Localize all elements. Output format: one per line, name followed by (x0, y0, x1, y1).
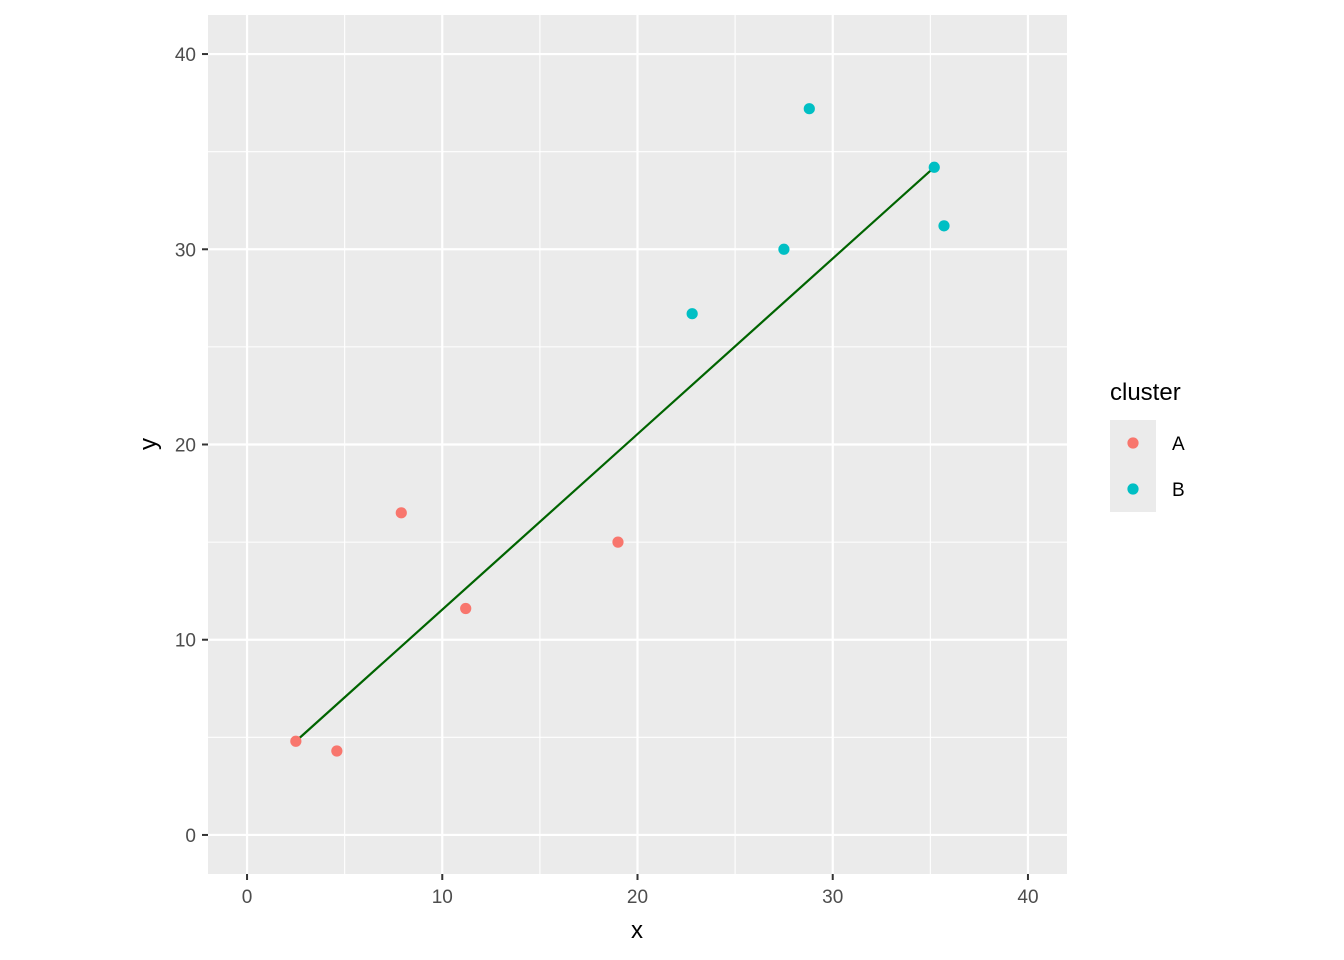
x-tick-label: 40 (1017, 887, 1038, 908)
x-axis: 0 10 20 30 40 (242, 874, 1039, 908)
point-A (460, 602, 472, 615)
point-B (803, 103, 815, 115)
x-tick-label: 20 (627, 887, 648, 908)
x-tick-label: 30 (822, 887, 843, 908)
y-axis-title: y (135, 438, 162, 450)
y-tick-label: 20 (175, 436, 196, 457)
trend-layer (295, 166, 935, 743)
legend: cluster A B (1110, 379, 1185, 512)
point-B (938, 220, 950, 232)
y-tick-label: 0 (185, 826, 196, 847)
y-axis: 0 10 20 30 40 (175, 45, 208, 847)
point-A (395, 507, 407, 519)
y-tick-label: 10 (175, 631, 196, 652)
legend-swatch-A (1127, 437, 1139, 449)
point-A (290, 735, 302, 747)
point-A (331, 745, 343, 757)
legend-title: cluster (1110, 379, 1181, 406)
legend-label-B: B (1172, 480, 1185, 501)
x-tick-label: 10 (432, 887, 453, 908)
y-tick-label: 40 (175, 45, 196, 66)
point-A (612, 536, 624, 548)
y-tick-label: 30 (175, 240, 196, 261)
point-B (778, 243, 790, 255)
legend-label-A: A (1172, 434, 1185, 455)
grid-major (208, 15, 1067, 874)
trend-line (295, 166, 935, 743)
legend-swatch-B (1127, 483, 1139, 495)
point-B (686, 308, 698, 320)
points-layer (290, 103, 950, 757)
point-B (928, 161, 940, 173)
x-tick-label: 0 (242, 887, 253, 908)
x-axis-title: x (631, 917, 643, 944)
